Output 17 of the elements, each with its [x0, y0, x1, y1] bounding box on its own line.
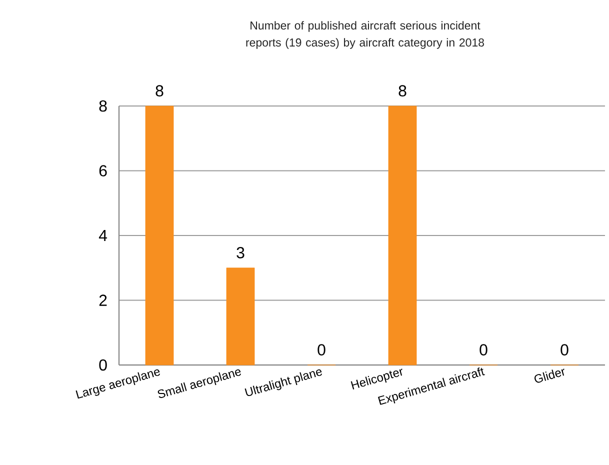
y-tick-label: 0 [99, 359, 107, 371]
data-label: 0 [318, 344, 326, 356]
y-tick-label: 2 [99, 294, 107, 306]
data-label: 8 [398, 85, 406, 96]
y-tick-label: 6 [99, 165, 107, 176]
data-label: 8 [156, 85, 164, 96]
y-tick-label: 4 [98, 230, 108, 242]
chart-title: Number of published aircraft serious incident reports (19 cases) by aircraft category in 2018 [246, 21, 484, 49]
data-label: 0 [480, 344, 488, 356]
x-tick-label: Glider [534, 368, 564, 383]
y-tick-label: 8 [99, 100, 107, 112]
bar [145, 106, 174, 366]
x-tick-label: Ultralight plane [244, 369, 322, 396]
data-label: 0 [560, 344, 568, 356]
bar [226, 268, 255, 366]
data-label: 3 [236, 247, 244, 258]
bar [388, 106, 417, 366]
